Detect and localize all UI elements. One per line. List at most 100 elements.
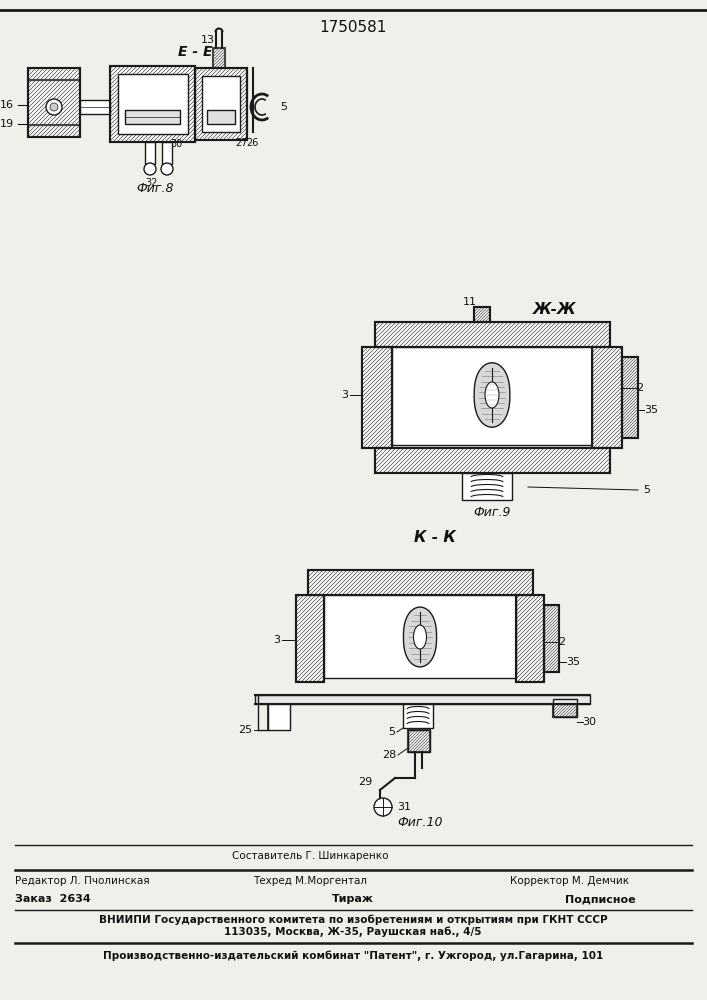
Bar — [195, 68, 247, 140]
Bar — [544, 605, 559, 672]
Circle shape — [144, 163, 156, 175]
Text: 3: 3 — [341, 390, 348, 400]
Bar — [162, 142, 172, 164]
Bar — [28, 125, 80, 137]
Text: 30: 30 — [170, 139, 182, 149]
Bar — [28, 68, 80, 80]
Bar — [622, 357, 638, 438]
Bar — [145, 142, 155, 164]
Bar — [474, 307, 490, 322]
Bar — [308, 570, 533, 595]
Text: 13: 13 — [201, 35, 215, 45]
Bar — [375, 322, 610, 347]
Text: Составитель Г. Шинкаренко: Составитель Г. Шинкаренко — [232, 851, 388, 861]
Bar — [375, 448, 610, 473]
Text: 29: 29 — [358, 777, 372, 787]
Bar — [362, 347, 392, 448]
Bar — [213, 48, 225, 68]
Bar — [516, 595, 544, 682]
Text: Е - Е: Е - Е — [177, 45, 212, 59]
Text: 31: 31 — [397, 802, 411, 812]
Text: 16: 16 — [0, 100, 14, 110]
Text: 32: 32 — [145, 178, 157, 188]
Bar — [622, 357, 638, 438]
Text: Техред М.Моргентал: Техред М.Моргентал — [253, 876, 367, 886]
Text: 28: 28 — [382, 750, 396, 760]
Bar — [195, 68, 247, 140]
Bar — [592, 347, 622, 448]
Bar — [408, 730, 430, 752]
Circle shape — [374, 798, 392, 816]
Bar — [255, 695, 590, 704]
Circle shape — [50, 103, 58, 111]
Bar — [28, 80, 80, 125]
Text: 3: 3 — [273, 635, 280, 645]
Text: 5: 5 — [643, 485, 650, 495]
Circle shape — [161, 163, 173, 175]
Bar — [375, 448, 610, 473]
Text: 5: 5 — [280, 102, 287, 112]
Bar — [408, 730, 430, 752]
Bar — [362, 347, 392, 448]
Bar — [202, 76, 240, 132]
Polygon shape — [474, 363, 510, 427]
Bar — [268, 704, 290, 730]
Ellipse shape — [414, 625, 426, 649]
Text: ВНИИПИ Государственного комитета по изобретениям и открытиям при ГКНТ СССР: ВНИИПИ Государственного комитета по изоб… — [99, 915, 607, 925]
Text: 19: 19 — [0, 119, 14, 129]
Bar — [80, 100, 110, 114]
Bar — [544, 605, 559, 672]
Bar — [375, 322, 610, 347]
Bar — [553, 699, 577, 717]
Text: Фиг.9: Фиг.9 — [473, 506, 510, 520]
Text: Производственно-издательский комбинат "Патент", г. Ужгород, ул.Гагарина, 101: Производственно-издательский комбинат "П… — [103, 951, 603, 961]
Bar — [516, 595, 544, 682]
Bar — [213, 48, 225, 68]
Bar — [308, 570, 533, 595]
Text: Фиг.10: Фиг.10 — [397, 816, 443, 830]
Polygon shape — [404, 607, 437, 667]
Bar — [474, 307, 490, 322]
Bar — [296, 595, 324, 682]
Bar — [375, 322, 610, 347]
Bar — [362, 347, 392, 448]
Bar — [118, 74, 188, 134]
Text: 113035, Москва, Ж-35, Раушская наб., 4/5: 113035, Москва, Ж-35, Раушская наб., 4/5 — [224, 927, 481, 937]
Text: 35: 35 — [644, 405, 658, 415]
Bar — [375, 448, 610, 473]
Text: 1750581: 1750581 — [320, 20, 387, 35]
Bar — [195, 68, 247, 140]
Text: Тираж: Тираж — [332, 894, 374, 904]
Bar — [474, 307, 490, 322]
Ellipse shape — [485, 382, 499, 408]
Circle shape — [46, 99, 62, 115]
Text: Фиг.8: Фиг.8 — [136, 182, 174, 194]
Text: 35: 35 — [566, 657, 580, 667]
Bar — [28, 80, 80, 125]
Bar — [324, 595, 516, 678]
Bar — [408, 730, 430, 752]
Bar — [544, 605, 559, 672]
Bar — [110, 66, 195, 142]
Bar — [296, 595, 324, 682]
Text: К - К: К - К — [414, 530, 456, 544]
Text: 25: 25 — [238, 725, 252, 735]
Text: Редактор Л. Пчолинская: Редактор Л. Пчолинская — [15, 876, 150, 886]
Bar — [392, 347, 592, 445]
Text: Корректор М. Демчик: Корректор М. Демчик — [510, 876, 629, 886]
Text: 2: 2 — [558, 637, 565, 647]
Text: 11: 11 — [463, 297, 477, 307]
Text: 30: 30 — [582, 717, 596, 727]
Text: 5: 5 — [388, 727, 395, 737]
Text: Ж-Ж: Ж-Ж — [533, 302, 577, 318]
Bar — [296, 595, 324, 682]
Bar — [462, 473, 512, 500]
Text: 27: 27 — [235, 138, 247, 148]
Bar — [28, 68, 80, 137]
Bar — [308, 570, 533, 595]
Bar — [110, 66, 195, 142]
Bar — [268, 704, 290, 730]
Bar — [592, 347, 622, 448]
Bar — [110, 66, 195, 142]
Bar — [516, 595, 544, 682]
